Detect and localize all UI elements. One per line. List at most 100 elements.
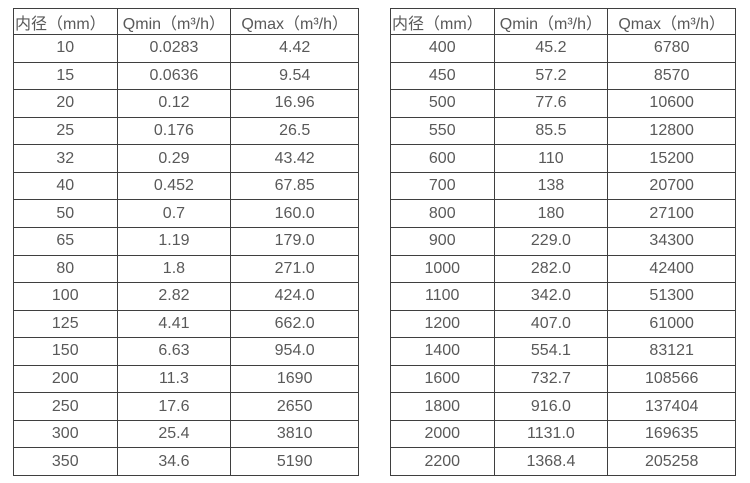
cell-diameter: 150 [13,337,118,366]
table-row: 250 17.6 2650 [13,392,359,421]
cell-qmin: 0.0636 [116,61,232,91]
table-row: 1600 732.7 108566 [390,364,736,394]
cell-qmax: 51300 [607,282,736,311]
cell-diameter: 65 [13,226,118,256]
table-row: 32 0.29 43.42 [13,144,359,173]
cell-diameter: 700 [390,171,495,201]
cell-qmin: 57.2 [493,61,609,91]
header-row: 内径（mm） Qmin（m³/h） Qmax（m³/h） [13,8,359,35]
cell-qmin: 229.0 [493,226,609,256]
cell-diameter: 100 [13,282,118,311]
flow-table-large-diameters: 内径（mm） Qmin（m³/h） Qmax（m³/h） 400 45.2 6780 45… [390,8,736,476]
cell-qmax: 8570 [607,61,736,91]
cell-diameter: 550 [390,116,495,146]
cell-diameter: 900 [390,226,495,256]
cell-qmax: 205258 [607,447,736,476]
cell-qmax: 20700 [607,171,736,201]
table-row: 65 1.19 179.0 [13,226,359,256]
cell-qmin: 77.6 [493,89,609,118]
cell-qmin: 45.2 [493,34,609,63]
cell-diameter: 1000 [390,254,495,284]
cell-diameter: 125 [13,309,118,339]
cell-qmax: 271.0 [230,254,359,284]
cell-qmax: 15200 [607,144,736,173]
cell-qmin: 1368.4 [493,447,609,476]
cell-qmin: 1131.0 [493,419,609,449]
cell-diameter: 250 [13,392,118,421]
table-row: 1200 407.0 61000 [390,309,736,339]
cell-qmax: 108566 [607,364,736,394]
cell-qmin: 0.29 [116,144,232,173]
cell-diameter: 80 [13,254,118,284]
table-row: 450 57.2 8570 [390,61,736,91]
table-row: 550 85.5 12800 [390,116,736,146]
cell-qmax: 137404 [607,392,736,421]
table-row: 600 110 15200 [390,144,736,173]
table-row: 50 0.7 160.0 [13,199,359,228]
cell-qmin: 0.452 [116,171,232,201]
table-row: 900 229.0 34300 [390,226,736,256]
cell-qmin: 342.0 [493,282,609,311]
cell-qmin: 6.63 [116,337,232,366]
cell-qmin: 554.1 [493,337,609,366]
cell-qmin: 916.0 [493,392,609,421]
cell-qmin: 180 [493,199,609,228]
cell-diameter: 350 [13,447,118,476]
column-header: Qmax（m³/h） [607,8,736,35]
cell-qmin: 11.3 [116,364,232,394]
cell-diameter: 1600 [390,364,495,394]
table-row: 700 138 20700 [390,171,736,201]
table-row: 40 0.452 67.85 [13,171,359,201]
cell-qmax: 43.42 [230,144,359,173]
cell-qmin: 85.5 [493,116,609,146]
cell-qmin: 282.0 [493,254,609,284]
cell-qmin: 34.6 [116,447,232,476]
table-row: 150 6.63 954.0 [13,337,359,366]
cell-diameter: 800 [390,199,495,228]
cell-diameter: 25 [13,116,118,146]
table-row: 300 25.4 3810 [13,419,359,449]
table-row: 400 45.2 6780 [390,34,736,63]
cell-diameter: 20 [13,89,118,118]
cell-qmin: 4.41 [116,309,232,339]
table-row: 100 2.82 424.0 [13,282,359,311]
table-row: 500 77.6 10600 [390,89,736,118]
table-row: 25 0.176 26.5 [13,116,359,146]
cell-diameter: 15 [13,61,118,91]
flow-table-small-diameters: 内径（mm） Qmin（m³/h） Qmax（m³/h） 10 0.0283 4.42 1… [13,8,359,476]
cell-qmax: 6780 [607,34,736,63]
cell-diameter: 10 [13,34,118,63]
cell-diameter: 40 [13,171,118,201]
cell-qmax: 5190 [230,447,359,476]
cell-qmax: 169635 [607,419,736,449]
cell-qmax: 10600 [607,89,736,118]
cell-diameter: 600 [390,144,495,173]
cell-diameter: 1100 [390,282,495,311]
column-header: Qmin（m³/h） [116,8,232,35]
table-row: 1400 554.1 83121 [390,337,736,366]
cell-qmin: 732.7 [493,364,609,394]
cell-qmax: 160.0 [230,199,359,228]
table-row: 350 34.6 5190 [13,447,359,476]
cell-qmin: 0.176 [116,116,232,146]
cell-diameter: 200 [13,364,118,394]
header-row: 内径（mm） Qmin（m³/h） Qmax（m³/h） [390,8,736,35]
cell-diameter: 2200 [390,447,495,476]
cell-diameter: 50 [13,199,118,228]
column-header: Qmax（m³/h） [230,8,359,35]
cell-qmax: 954.0 [230,337,359,366]
cell-qmax: 16.96 [230,89,359,118]
cell-diameter: 400 [390,34,495,63]
table-row: 20 0.12 16.96 [13,89,359,118]
cell-diameter: 1200 [390,309,495,339]
cell-qmin: 1.19 [116,226,232,256]
cell-qmax: 662.0 [230,309,359,339]
column-header: Qmin（m³/h） [493,8,609,35]
table-row: 10 0.0283 4.42 [13,34,359,63]
cell-qmax: 12800 [607,116,736,146]
cell-diameter: 32 [13,144,118,173]
cell-qmin: 407.0 [493,309,609,339]
cell-qmin: 2.82 [116,282,232,311]
cell-diameter: 500 [390,89,495,118]
